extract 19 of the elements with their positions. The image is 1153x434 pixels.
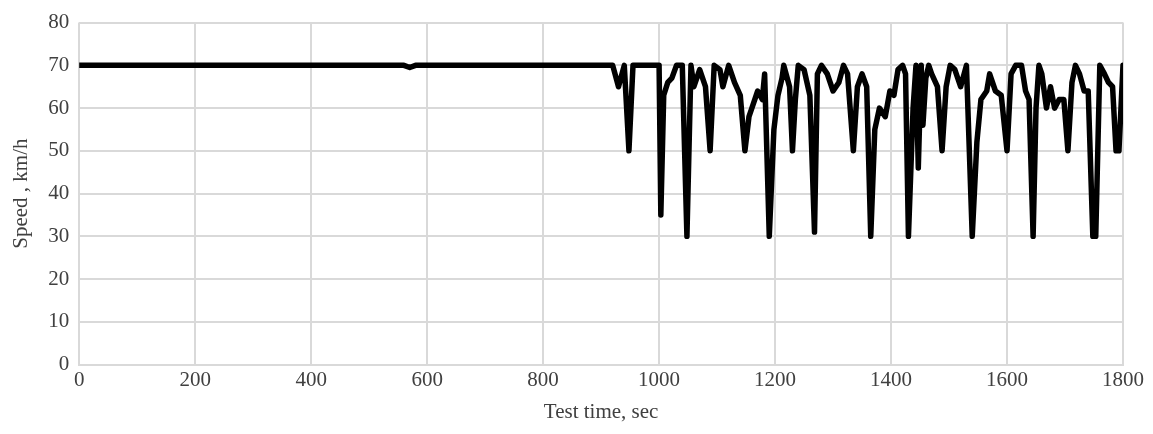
- x-tick-label: 1000: [638, 366, 681, 391]
- y-tick-label: 80: [48, 9, 70, 34]
- x-tick-label: 400: [295, 366, 327, 391]
- y-tick-label: 40: [48, 180, 70, 205]
- y-tick-label: 60: [48, 94, 70, 119]
- y-axis-title: Speed , km/h: [8, 137, 33, 249]
- y-tick-label: 20: [48, 265, 70, 290]
- y-tick-label: 10: [48, 308, 70, 333]
- x-tick-label: 600: [411, 366, 443, 391]
- x-tick-label: 1800: [1102, 366, 1144, 391]
- x-tick-label: 800: [527, 366, 559, 391]
- y-tick-label: 30: [48, 222, 70, 247]
- y-tick-label: 70: [48, 51, 70, 76]
- y-tick-label: 50: [48, 137, 70, 162]
- x-tick-label: 200: [179, 366, 211, 391]
- x-tick-label: 1200: [754, 366, 797, 391]
- x-axis-title: Test time, sec: [543, 398, 659, 423]
- x-tick-label: 1600: [986, 366, 1029, 391]
- x-tick-label: 1400: [870, 366, 913, 391]
